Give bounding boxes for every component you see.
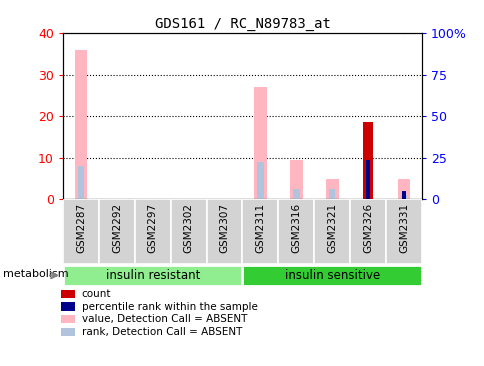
Text: GSM2321: GSM2321	[327, 203, 336, 253]
Bar	[206, 199, 242, 264]
Bar	[77, 166, 84, 199]
Bar	[363, 123, 372, 199]
Bar	[292, 189, 299, 199]
Text: count: count	[81, 289, 111, 299]
Bar	[242, 265, 421, 286]
Text: GSM2287: GSM2287	[76, 203, 86, 253]
Bar	[254, 87, 266, 199]
Bar	[328, 189, 335, 199]
Bar	[170, 199, 206, 264]
Bar	[61, 290, 75, 298]
Bar	[61, 328, 75, 336]
Bar	[278, 199, 314, 264]
Bar	[314, 199, 349, 264]
Bar	[75, 49, 87, 199]
Bar	[242, 199, 278, 264]
Text: GSM2292: GSM2292	[112, 203, 121, 253]
Bar	[385, 199, 421, 264]
Bar	[400, 195, 407, 199]
Text: GSM2302: GSM2302	[183, 203, 193, 253]
Text: GSM2311: GSM2311	[255, 203, 265, 253]
Bar	[61, 302, 75, 311]
Bar	[349, 199, 385, 264]
Bar	[257, 162, 263, 199]
Text: GSM2331: GSM2331	[398, 203, 408, 253]
Text: percentile rank within the sample: percentile rank within the sample	[81, 302, 257, 311]
Bar	[397, 179, 409, 199]
Bar	[99, 199, 135, 264]
Text: insulin resistant: insulin resistant	[106, 269, 199, 282]
Bar	[63, 265, 242, 286]
Text: GSM2316: GSM2316	[291, 203, 301, 253]
Text: metabolism: metabolism	[3, 269, 69, 279]
Bar	[135, 199, 170, 264]
Text: insulin sensitive: insulin sensitive	[284, 269, 379, 282]
Text: GSM2326: GSM2326	[363, 203, 372, 253]
Text: value, Detection Call = ABSENT: value, Detection Call = ABSENT	[81, 314, 246, 324]
Bar	[63, 199, 99, 264]
Bar	[401, 191, 405, 199]
Text: GSM2297: GSM2297	[148, 203, 157, 253]
Text: GSM2307: GSM2307	[219, 203, 229, 253]
Bar	[365, 160, 369, 199]
Bar	[61, 315, 75, 324]
Bar	[289, 160, 302, 199]
Text: rank, Detection Call = ABSENT: rank, Detection Call = ABSENT	[81, 327, 242, 337]
Title: GDS161 / RC_N89783_at: GDS161 / RC_N89783_at	[154, 16, 330, 30]
Bar	[325, 179, 338, 199]
